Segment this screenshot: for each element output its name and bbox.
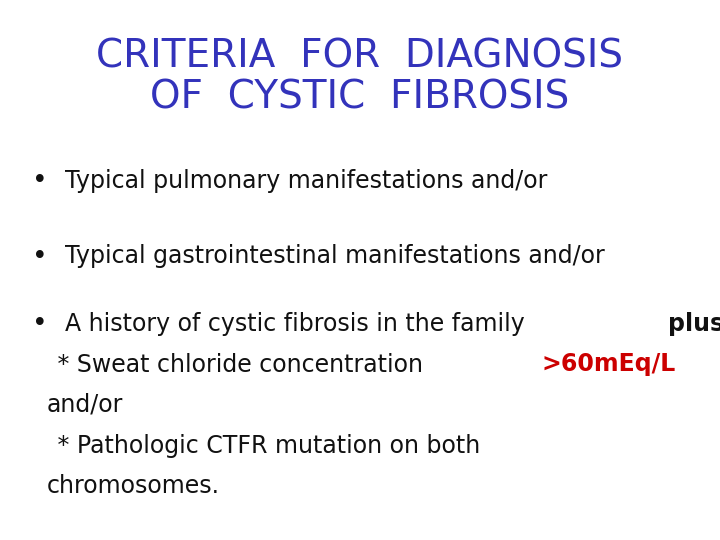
Text: •: •	[32, 311, 48, 337]
Text: Typical gastrointestinal manifestations and/or: Typical gastrointestinal manifestations …	[65, 245, 605, 268]
Text: * Sweat chloride concentration: * Sweat chloride concentration	[50, 353, 431, 376]
Text: CRITERIA  FOR  DIAGNOSIS: CRITERIA FOR DIAGNOSIS	[96, 38, 624, 76]
Text: and/or: and/or	[47, 393, 123, 417]
Text: OF  CYSTIC  FIBROSIS: OF CYSTIC FIBROSIS	[150, 78, 570, 116]
Text: A history of cystic fibrosis in the family: A history of cystic fibrosis in the fami…	[65, 312, 532, 336]
Text: Typical pulmonary manifestations and/or: Typical pulmonary manifestations and/or	[65, 169, 547, 193]
Text: >60mEq/L: >60mEq/L	[541, 353, 675, 376]
Text: chromosomes.: chromosomes.	[47, 474, 220, 498]
Text: * Pathologic CTFR mutation on both: * Pathologic CTFR mutation on both	[50, 434, 481, 457]
Text: •: •	[32, 168, 48, 194]
Text: plus: plus	[667, 312, 720, 336]
Text: •: •	[32, 244, 48, 269]
